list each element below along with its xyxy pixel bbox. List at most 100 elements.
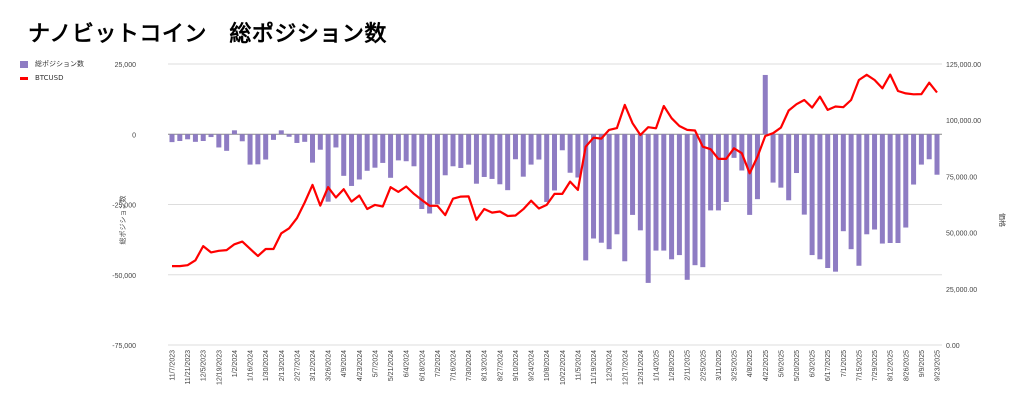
bar[interactable] (934, 134, 940, 175)
bar[interactable] (864, 134, 870, 235)
bar[interactable] (661, 134, 667, 251)
bar[interactable] (708, 134, 714, 211)
bar[interactable] (169, 134, 175, 143)
btcusd-line[interactable] (172, 73, 938, 268)
legend-item-positions[interactable]: 総ポジション数 (20, 58, 84, 70)
bar[interactable] (793, 134, 799, 174)
bar[interactable] (528, 134, 534, 165)
bar[interactable] (817, 134, 823, 260)
bar[interactable] (715, 134, 721, 211)
bar[interactable] (606, 134, 612, 250)
bar[interactable] (458, 134, 464, 168)
bar[interactable] (200, 134, 206, 141)
bar[interactable] (231, 130, 237, 135)
bar[interactable] (317, 134, 323, 150)
bar[interactable] (926, 134, 932, 160)
bar[interactable] (848, 134, 854, 250)
bar[interactable] (801, 134, 807, 215)
bar[interactable] (192, 134, 198, 142)
bar[interactable] (294, 134, 300, 143)
bar[interactable] (489, 134, 495, 179)
bar[interactable] (630, 134, 636, 215)
bar[interactable] (856, 134, 862, 266)
bar[interactable] (879, 134, 885, 244)
bar[interactable] (637, 134, 643, 231)
bar[interactable] (442, 134, 448, 176)
bar[interactable] (419, 134, 425, 209)
bar[interactable] (185, 134, 191, 140)
bar[interactable] (302, 134, 308, 142)
bar[interactable] (754, 134, 760, 200)
bar[interactable] (840, 134, 846, 232)
bar[interactable] (247, 134, 253, 165)
bar[interactable] (872, 134, 878, 230)
bar[interactable] (310, 134, 316, 163)
bar[interactable] (895, 134, 901, 243)
bar[interactable] (403, 134, 409, 162)
bar[interactable] (466, 134, 472, 165)
bar[interactable] (224, 134, 230, 151)
bar[interactable] (270, 134, 276, 140)
bar[interactable] (692, 134, 698, 266)
bar[interactable] (653, 134, 659, 251)
bar[interactable] (598, 134, 604, 243)
bar[interactable] (786, 134, 792, 201)
bar[interactable] (903, 134, 909, 228)
bar[interactable] (497, 134, 503, 185)
bar[interactable] (918, 134, 924, 165)
bar[interactable] (216, 134, 222, 148)
bar[interactable] (887, 134, 893, 243)
bar[interactable] (575, 134, 581, 178)
bar[interactable] (536, 134, 542, 160)
bar[interactable] (434, 134, 440, 205)
bar[interactable] (684, 134, 690, 280)
bar[interactable] (395, 134, 401, 161)
bar[interactable] (825, 134, 831, 269)
bar[interactable] (809, 134, 815, 256)
bar[interactable] (614, 134, 620, 235)
bar[interactable] (473, 134, 479, 184)
bar[interactable] (341, 134, 347, 176)
bar[interactable] (833, 134, 839, 272)
bar[interactable] (450, 134, 456, 167)
bar[interactable] (356, 134, 362, 180)
bar[interactable] (911, 134, 917, 185)
bar[interactable] (278, 130, 284, 135)
bar[interactable] (778, 134, 784, 188)
bar[interactable] (411, 134, 417, 167)
bar[interactable] (349, 134, 355, 186)
bar[interactable] (286, 134, 292, 137)
bar[interactable] (583, 134, 589, 261)
bar[interactable] (239, 134, 245, 142)
bar[interactable] (372, 134, 378, 168)
bar[interactable] (770, 134, 776, 183)
bar[interactable] (567, 134, 573, 173)
bar[interactable] (427, 134, 433, 214)
bar[interactable] (723, 134, 729, 202)
bar[interactable] (559, 134, 565, 151)
bar[interactable] (520, 134, 526, 177)
bar[interactable] (700, 134, 706, 268)
bar[interactable] (747, 134, 753, 215)
bar[interactable] (552, 134, 557, 191)
bar[interactable] (731, 134, 737, 158)
bar[interactable] (622, 134, 628, 262)
bar[interactable] (364, 134, 370, 171)
bar[interactable] (762, 74, 768, 135)
bar[interactable] (208, 134, 214, 138)
bar[interactable] (388, 134, 394, 178)
bar[interactable] (263, 134, 269, 160)
bar[interactable] (380, 134, 386, 163)
bar[interactable] (333, 134, 339, 148)
bar[interactable] (645, 134, 651, 283)
bar[interactable] (512, 134, 518, 160)
bar[interactable] (676, 134, 682, 256)
bar[interactable] (544, 134, 550, 202)
bar[interactable] (255, 134, 261, 165)
bar[interactable] (177, 134, 183, 141)
legend-item-btcusd[interactable]: BTCUSD (20, 72, 84, 84)
bar[interactable] (591, 134, 597, 239)
bar[interactable] (481, 134, 487, 177)
bar[interactable] (325, 134, 331, 202)
bar[interactable] (505, 134, 511, 191)
